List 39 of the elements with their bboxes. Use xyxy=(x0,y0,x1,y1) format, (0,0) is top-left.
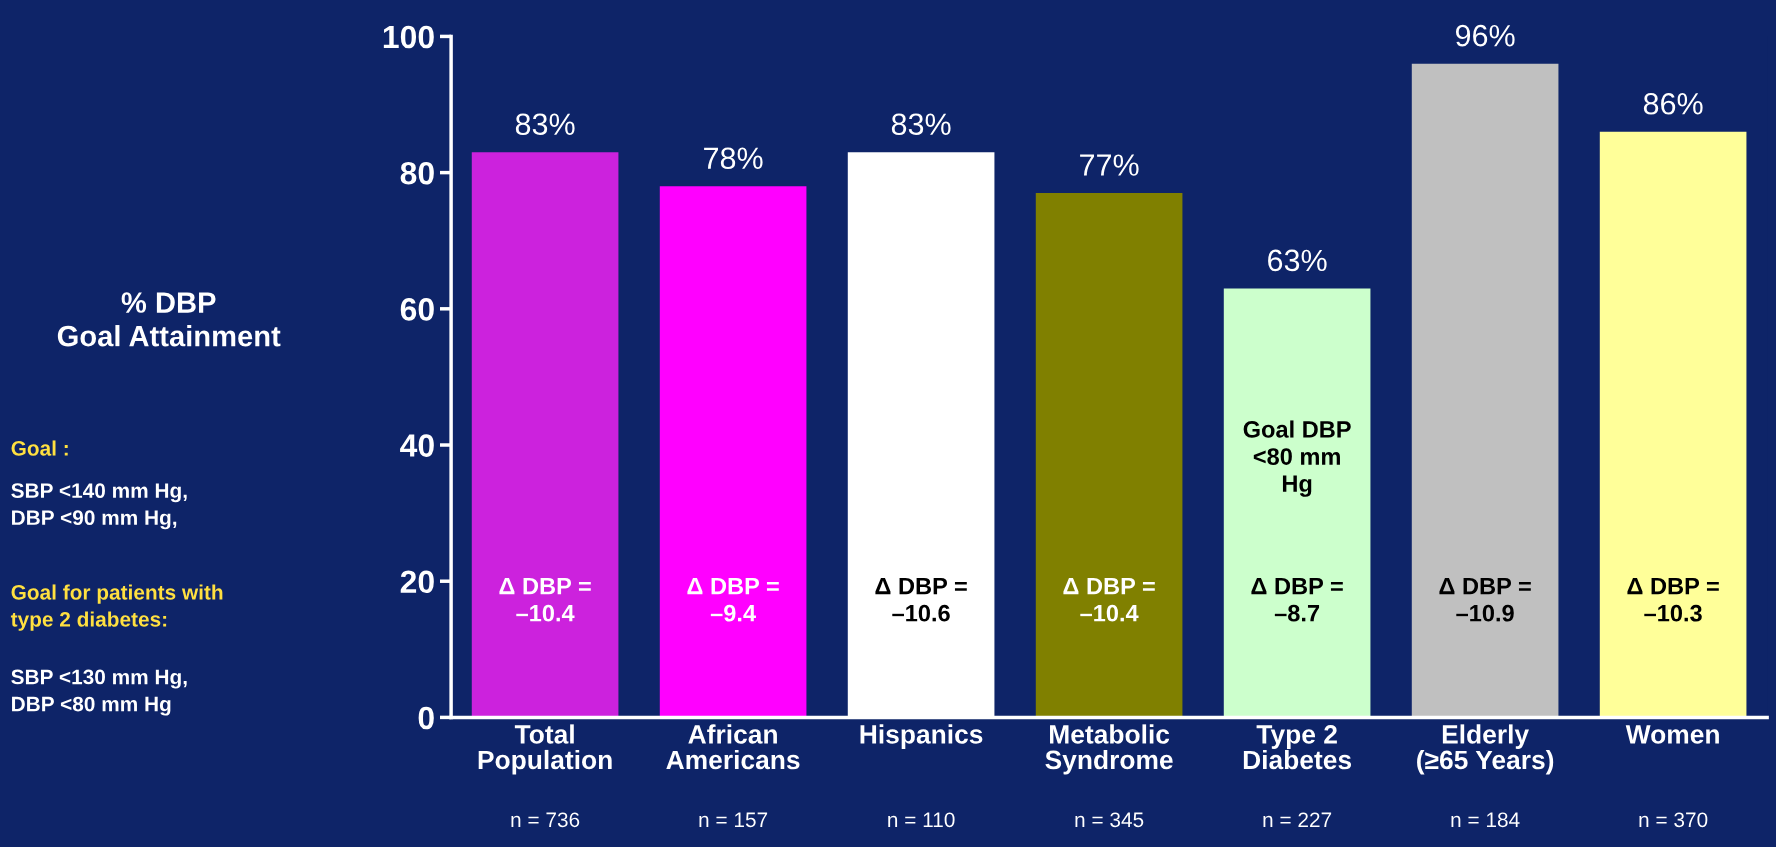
y-tick-label: 40 xyxy=(400,434,434,457)
annotation: Δ DBP = –8.7 xyxy=(1251,577,1343,622)
y-tick-label: 20 xyxy=(400,570,434,594)
bar xyxy=(1411,63,1559,718)
annotation: Δ DBP = –10.4 xyxy=(1063,577,1155,622)
data-label: 63% xyxy=(1268,249,1327,272)
annotation: Δ DBP = –10.3 xyxy=(1627,577,1719,622)
bar xyxy=(1035,193,1183,718)
category-label: Elderly (≥65 Years) n = 184 xyxy=(1417,724,1554,828)
data-label: 86% xyxy=(1643,92,1703,115)
data-label: 78% xyxy=(704,147,763,170)
bar xyxy=(1599,131,1747,718)
data-label: 83% xyxy=(891,113,951,136)
category-label: Type 2 Diabetes n = 227 xyxy=(1243,725,1352,827)
category-label: Total Population n = 736 xyxy=(478,724,612,828)
annotation: Δ DBP = –10.4 xyxy=(499,577,591,622)
text: Goal : xyxy=(11,440,68,456)
y-tick-label: 100 xyxy=(383,25,434,49)
annotation: Δ DBP = –10.9 xyxy=(1439,577,1531,622)
category-label: African Americans n = 157 xyxy=(666,724,800,828)
category-label: Metabolic Syndrome n = 345 xyxy=(1045,724,1173,828)
annotation: Goal DBP <80 mm Hg xyxy=(1243,420,1351,497)
text: Goal for patients with type 2 diabetes: xyxy=(10,584,223,631)
bar xyxy=(471,152,619,718)
data-label: 83% xyxy=(515,113,575,136)
y-tick-label: 60 xyxy=(400,298,434,321)
category-label: Women n = 370 xyxy=(1625,725,1719,828)
bar xyxy=(1223,288,1371,718)
data-label: 96% xyxy=(1455,24,1515,47)
text: SBP <140 mm Hg, DBP <90 mm Hg, xyxy=(11,483,187,530)
y-tick-label: 0 xyxy=(418,706,434,730)
y-axis-title: % DBP Goal Attainment xyxy=(57,292,281,347)
annotation: Δ DBP = –10.6 xyxy=(875,577,967,622)
annotation: Δ DBP = –9.4 xyxy=(687,577,779,622)
text: SBP <130 mm Hg, DBP <80 mm Hg xyxy=(11,669,187,716)
category-label: Hispanics n = 110 xyxy=(860,724,983,828)
y-tick-label: 80 xyxy=(400,161,434,185)
data-label: 77% xyxy=(1080,154,1139,176)
bar xyxy=(659,186,807,718)
